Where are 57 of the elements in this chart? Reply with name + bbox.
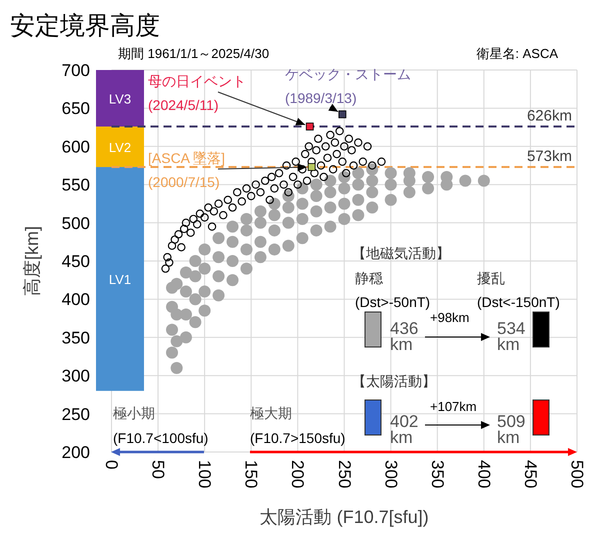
x-tick-label: 500 <box>568 460 586 488</box>
y-tick-label: 600 <box>62 137 90 156</box>
y-tick-label: 450 <box>62 252 90 271</box>
band-label: LV3 <box>108 91 132 106</box>
x-tick-label: 350 <box>428 460 447 488</box>
annotation: (F10.7>150sfu) <box>250 430 346 446</box>
x-tick-label: 300 <box>381 460 400 488</box>
annotation: 極小期 <box>113 405 155 421</box>
annotation: 静穏 <box>355 270 383 286</box>
annotation: 534 km <box>497 319 526 354</box>
y-tick-label: 200 <box>62 443 90 462</box>
y-tick-label: 400 <box>62 290 90 310</box>
annotation: 擾乱 <box>477 270 505 286</box>
x-tick-label: 50 <box>148 460 168 479</box>
annotation: 【地磁気活動】 <box>352 245 450 261</box>
annotation: 極大期 <box>250 405 292 421</box>
ref-line-label: 626km <box>526 108 572 125</box>
band: LV3 <box>96 70 144 127</box>
band-label: LV2 <box>108 140 132 155</box>
x-tick-label: 100 <box>195 460 214 488</box>
x-tick-label: 150 <box>242 460 261 488</box>
point <box>306 122 314 130</box>
y-axis-title: 高度[km] <box>22 226 42 296</box>
x-tick-label: 400 <box>474 460 494 488</box>
annotation: ケベック・ストーム (1989/3/13) <box>285 66 411 106</box>
annotation: 402 km <box>390 412 418 447</box>
y-tick-label: 250 <box>62 404 90 424</box>
point <box>338 110 346 118</box>
annotation: (F10.7<100sfu) <box>113 430 208 446</box>
x-axis-title: 太陽活動 (F10.7[sfu]) <box>260 507 429 527</box>
x-tick-label: 450 <box>520 460 540 488</box>
text: 期間 1961/1/1～2025/4/30 <box>118 46 270 61</box>
annotation: 509 km <box>497 412 526 447</box>
band-label: LV1 <box>108 272 132 287</box>
annotation: [ASCA 墜落] (2000/7/15) <box>148 150 226 190</box>
annotation: (Dst>-50nT) <box>355 294 430 310</box>
annotation: +98km <box>430 310 470 325</box>
y-tick-label: 500 <box>62 214 90 233</box>
x-tick-label: 200 <box>288 460 308 488</box>
ref-line-label: 573km <box>526 148 572 166</box>
annotation: +107km <box>430 399 477 414</box>
annotation: 【太陽活動】 <box>352 373 436 389</box>
band: LV2 <box>96 126 144 168</box>
x-tick-label: 0 <box>102 460 121 470</box>
text: 衛星名: ASCA <box>476 46 558 61</box>
annotation: (Dst<-150nT) <box>477 294 560 310</box>
point <box>308 163 316 171</box>
chart-title: 安定境界高度 <box>10 12 160 40</box>
annotation: 436 km <box>390 319 418 354</box>
y-tick-label: 650 <box>62 99 90 118</box>
y-tick-label: 700 <box>62 61 90 80</box>
y-tick-label: 550 <box>62 176 90 195</box>
band: LV1 <box>96 167 144 391</box>
y-tick-label: 300 <box>62 366 90 386</box>
y-tick-label: 350 <box>62 328 90 348</box>
x-tick-label: 250 <box>334 460 354 488</box>
annotation: 母の日イベント (2024/5/11) <box>148 73 246 113</box>
